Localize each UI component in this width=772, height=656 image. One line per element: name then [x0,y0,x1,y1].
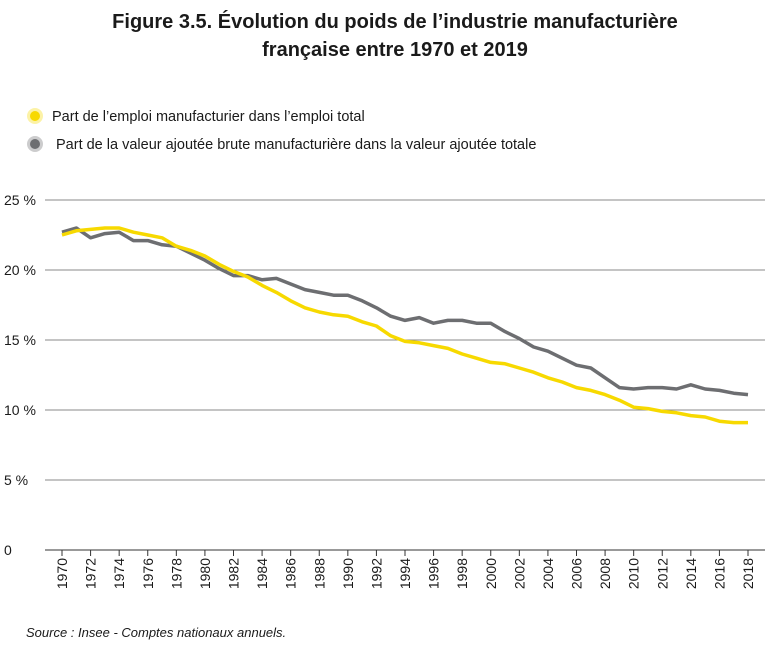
x-tick-label: 1978 [168,558,184,589]
x-tick-label: 1980 [197,558,213,589]
x-tick-label: 1970 [54,558,70,589]
x-tick-label: 1992 [368,558,384,589]
series-line [61,226,748,425]
source: Source : Insee - Comptes nationaux annue… [26,625,286,640]
x-tick-label: 2010 [626,558,642,589]
x-tick-label: 1974 [111,558,127,589]
y-tick-label: 20 % [4,262,36,278]
legend-label: Part de la valeur ajoutée brute manufact… [56,137,536,153]
x-tick-label: 2018 [740,558,756,589]
y-tick-label: 5 % [4,472,28,488]
chart-title: française entre 1970 et 2019 [262,39,528,61]
x-tick-label: 1984 [254,558,270,589]
x-tick-label: 1994 [397,558,413,589]
x-tick-label: 1998 [454,558,470,589]
x-tick-label: 1976 [140,558,156,589]
chart-title: Figure 3.5. Évolution du poids de l’indu… [112,10,678,33]
series-line [61,226,749,397]
legend-marker [30,139,40,149]
x-tick-label: 1986 [283,558,299,589]
x-tick-label: 2004 [540,558,556,589]
x-tick-label: 2014 [683,558,699,589]
x-tick-label: 2012 [654,558,670,589]
y-tick-label: 25 % [4,192,36,208]
x-tick-label: 1972 [83,558,99,589]
legend-marker [30,111,40,121]
y-tick-label: 0 [4,542,12,558]
legend-label: Part de l’emploi manufacturier dans l’em… [52,109,365,125]
y-tick-label: 10 % [4,402,36,418]
x-tick-label: 1982 [226,558,242,589]
x-tick-label: 2002 [511,558,527,589]
x-tick-label: 2000 [483,558,499,589]
x-tick-label: 2006 [569,558,585,589]
x-tick-label: 1996 [426,558,442,589]
x-tick-label: 2008 [597,558,613,589]
y-tick-label: 15 % [4,332,36,348]
x-tick-label: 1988 [311,558,327,589]
x-tick-label: 1990 [340,558,356,589]
x-tick-label: 2016 [711,558,727,589]
